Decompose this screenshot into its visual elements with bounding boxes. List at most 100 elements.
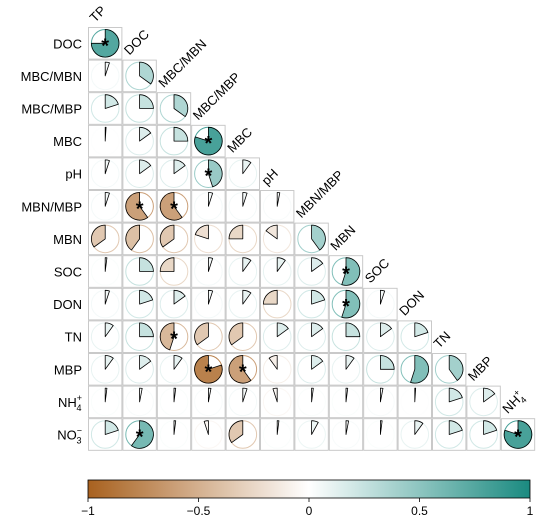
cell-4-0 [88, 124, 123, 158]
col-label-3: MBC/MBP [190, 69, 244, 123]
pie-wedge [131, 420, 154, 449]
row-label-11: MBP [54, 362, 82, 377]
cell-2-1 [122, 59, 157, 93]
cell-7-3 [191, 222, 226, 256]
row-label-8: SOC [54, 265, 82, 280]
cell-11-9 [397, 353, 432, 386]
pie-wedge [139, 61, 154, 85]
cell-12-11 [466, 385, 501, 419]
pie-wedge [194, 126, 223, 156]
cell-4-1 [122, 124, 157, 158]
colorbar [87, 479, 531, 499]
pie-wedge [139, 94, 154, 109]
cell-10-6 [294, 320, 329, 353]
pie-wedge [265, 224, 278, 240]
significance-star: * [205, 361, 213, 383]
row-label-1: DOC [53, 36, 82, 51]
cell-10-3 [191, 320, 226, 353]
pie-wedge [380, 322, 392, 338]
pie-wedge [194, 355, 223, 384]
pie-wedge [104, 126, 107, 142]
pie-wedge [242, 192, 248, 207]
significance-star: * [342, 264, 350, 286]
row-label-6: MBN/MBP [21, 199, 82, 214]
pie-wedge [194, 322, 209, 346]
cell-12-6 [294, 385, 329, 419]
cell-11-3: * [191, 353, 226, 386]
colorbar-tick-label: −1 [81, 504, 95, 518]
cell-8-3 [191, 255, 226, 288]
pie-wedge [173, 126, 189, 142]
cell-13-0 [88, 418, 123, 451]
cell-11-4: * [225, 353, 260, 386]
row-label-7: MBN [53, 232, 82, 247]
cell-4-2 [156, 124, 192, 158]
pie-wedge [228, 224, 244, 240]
cell-11-10 [432, 353, 467, 386]
pie-wedge [91, 29, 120, 58]
pie-wedge [104, 322, 114, 338]
cell-5-0 [88, 157, 123, 190]
cell-8-0 [88, 255, 123, 288]
pie-wedge [208, 387, 212, 403]
pie-wedge [345, 387, 349, 403]
pie-wedge [483, 387, 496, 403]
cell-13-6 [294, 418, 329, 451]
cell-8-7: * [328, 255, 364, 288]
pie-wedge [159, 224, 175, 248]
cell-5-2 [156, 157, 192, 190]
cell-7-4 [225, 222, 260, 256]
pie-wedge [345, 355, 355, 370]
pie-wedge [263, 289, 278, 305]
pie-wedge [104, 355, 114, 370]
pie-wedge [125, 224, 140, 251]
pie-wedge [104, 159, 110, 175]
pie-wedge [139, 289, 154, 305]
cell-13-3 [191, 418, 226, 451]
cell-7-2 [156, 222, 192, 256]
cell-12-8 [363, 385, 398, 419]
cell-10-4 [225, 320, 260, 353]
pie-wedge [242, 289, 252, 305]
pie-wedge [448, 355, 464, 381]
pie-wedge [242, 387, 248, 403]
pie-wedge [311, 289, 326, 305]
cell-1-0: * [88, 27, 123, 60]
colorbar-tick-label: 1 [527, 504, 534, 518]
pie-wedge [242, 257, 252, 272]
pie-wedge [311, 257, 324, 272]
pie-wedge [228, 322, 244, 346]
cell-9-1 [122, 287, 157, 321]
pie-wedge [208, 159, 223, 188]
cell-6-4 [225, 190, 260, 223]
pie-wedge [380, 355, 395, 370]
pie-wedge [228, 355, 252, 384]
cell-13-9 [397, 418, 432, 451]
pie-wedge [414, 387, 417, 403]
pie-wedge [173, 289, 186, 305]
pie-wedge [345, 322, 361, 338]
pie-wedge [139, 126, 152, 142]
cell-9-5 [260, 287, 295, 321]
cell-13-10 [432, 418, 467, 451]
cell-6-2: * [156, 190, 192, 223]
pie-wedge [272, 387, 278, 403]
pie-wedge [208, 257, 214, 272]
cell-8-1 [122, 255, 157, 288]
cell-12-7 [328, 385, 364, 419]
cell-10-9 [397, 320, 432, 353]
row-label-12: NH+ 4 [58, 393, 82, 413]
col-label-7: MBN [327, 222, 358, 253]
pie-wedge [228, 420, 244, 444]
cell-9-6 [294, 287, 329, 321]
cell-5-4 [225, 157, 260, 190]
col-label-5: pH [259, 166, 281, 188]
colorbar-tick-label: 0 [306, 504, 313, 518]
cell-12-5 [260, 385, 295, 419]
cell-3-2 [156, 92, 192, 125]
cell-12-4 [225, 385, 260, 419]
pie-wedge [345, 420, 349, 435]
significance-star: * [205, 133, 213, 155]
